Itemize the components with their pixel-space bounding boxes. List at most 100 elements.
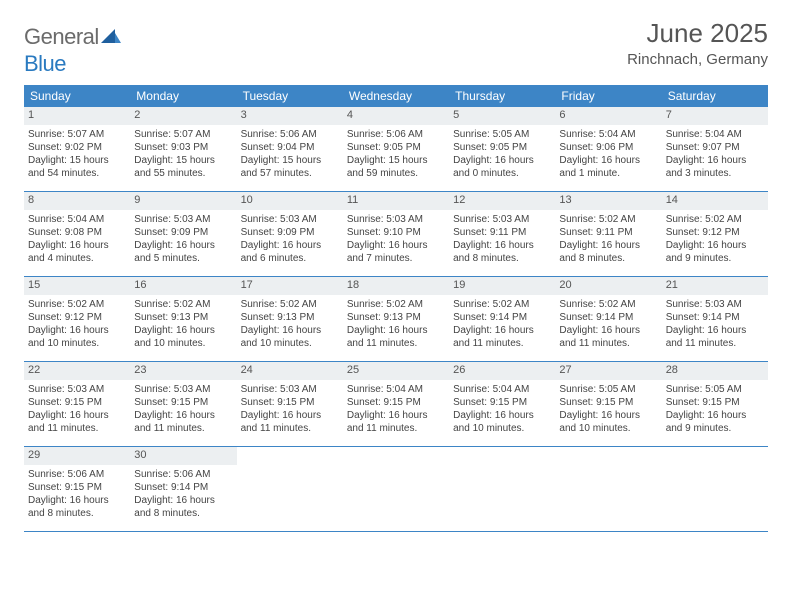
logo-text: General Blue xyxy=(24,24,121,77)
day-number-bar: 19 xyxy=(449,277,555,295)
weekday-header: Tuesday xyxy=(237,85,343,107)
day-number: 5 xyxy=(453,109,551,123)
day-number-bar: 24 xyxy=(237,362,343,380)
day-number: 2 xyxy=(134,109,232,123)
day-number-bar: 29 xyxy=(24,447,130,465)
daylight-line: Daylight: 16 hours and 10 minutes. xyxy=(28,324,126,350)
day-number-bar: 16 xyxy=(130,277,236,295)
day-number: 12 xyxy=(453,194,551,208)
sunset-line: Sunset: 9:14 PM xyxy=(559,311,657,324)
day-number-bar: 1 xyxy=(24,107,130,125)
sunrise-line: Sunrise: 5:03 AM xyxy=(134,383,232,396)
day-number: 9 xyxy=(134,194,232,208)
sunrise-line: Sunrise: 5:05 AM xyxy=(559,383,657,396)
sunset-line: Sunset: 9:02 PM xyxy=(28,141,126,154)
sunset-line: Sunset: 9:15 PM xyxy=(134,396,232,409)
day-number-bar: 30 xyxy=(130,447,236,465)
day-number-bar: 28 xyxy=(662,362,768,380)
daylight-line: Daylight: 16 hours and 10 minutes. xyxy=(453,409,551,435)
weekday-header: Saturday xyxy=(662,85,768,107)
day-cell: 17Sunrise: 5:02 AMSunset: 9:13 PMDayligh… xyxy=(237,277,343,361)
sunset-line: Sunset: 9:14 PM xyxy=(134,481,232,494)
sunrise-line: Sunrise: 5:05 AM xyxy=(453,128,551,141)
sunrise-line: Sunrise: 5:02 AM xyxy=(453,298,551,311)
day-number-bar: 10 xyxy=(237,192,343,210)
sunset-line: Sunset: 9:10 PM xyxy=(347,226,445,239)
day-number: 23 xyxy=(134,364,232,378)
day-number: 30 xyxy=(134,449,232,463)
sunrise-line: Sunrise: 5:04 AM xyxy=(28,213,126,226)
day-number: 13 xyxy=(559,194,657,208)
week-row: 8Sunrise: 5:04 AMSunset: 9:08 PMDaylight… xyxy=(24,192,768,277)
weekday-header: Thursday xyxy=(449,85,555,107)
daylight-line: Daylight: 16 hours and 1 minute. xyxy=(559,154,657,180)
day-number: 28 xyxy=(666,364,764,378)
day-number-bar: 11 xyxy=(343,192,449,210)
daylight-line: Daylight: 16 hours and 3 minutes. xyxy=(666,154,764,180)
daylight-line: Daylight: 16 hours and 5 minutes. xyxy=(134,239,232,265)
day-number: 10 xyxy=(241,194,339,208)
daylight-line: Daylight: 16 hours and 11 minutes. xyxy=(347,409,445,435)
day-number-bar: 26 xyxy=(449,362,555,380)
day-cell: 20Sunrise: 5:02 AMSunset: 9:14 PMDayligh… xyxy=(555,277,661,361)
sunrise-line: Sunrise: 5:06 AM xyxy=(241,128,339,141)
day-number-bar: 22 xyxy=(24,362,130,380)
sunrise-line: Sunrise: 5:02 AM xyxy=(666,213,764,226)
sunrise-line: Sunrise: 5:04 AM xyxy=(559,128,657,141)
sunset-line: Sunset: 9:05 PM xyxy=(347,141,445,154)
daylight-line: Daylight: 16 hours and 6 minutes. xyxy=(241,239,339,265)
day-cell: 6 Sunrise: 5:04 AMSunset: 9:06 PMDaylight… xyxy=(555,107,661,191)
sunrise-line: Sunrise: 5:07 AM xyxy=(28,128,126,141)
daylight-line: Daylight: 16 hours and 0 minutes. xyxy=(453,154,551,180)
sunrise-line: Sunrise: 5:04 AM xyxy=(347,383,445,396)
day-cell: 8Sunrise: 5:04 AMSunset: 9:08 PMDaylight… xyxy=(24,192,130,276)
day-number-bar: 23 xyxy=(130,362,236,380)
sunset-line: Sunset: 9:15 PM xyxy=(666,396,764,409)
day-number: 20 xyxy=(559,279,657,293)
sunrise-line: Sunrise: 5:02 AM xyxy=(241,298,339,311)
day-number: 26 xyxy=(453,364,551,378)
daylight-line: Daylight: 16 hours and 10 minutes. xyxy=(559,409,657,435)
daylight-line: Daylight: 16 hours and 8 minutes. xyxy=(559,239,657,265)
sunset-line: Sunset: 9:15 PM xyxy=(241,396,339,409)
day-cell: 21Sunrise: 5:03 AMSunset: 9:14 PMDayligh… xyxy=(662,277,768,361)
weeks-container: 1Sunrise: 5:07 AMSunset: 9:02 PMDaylight… xyxy=(24,107,768,532)
sunset-line: Sunset: 9:13 PM xyxy=(241,311,339,324)
day-cell: 24Sunrise: 5:03 AMSunset: 9:15 PMDayligh… xyxy=(237,362,343,446)
day-number-bar: 15 xyxy=(24,277,130,295)
day-cell: 23Sunrise: 5:03 AMSunset: 9:15 PMDayligh… xyxy=(130,362,236,446)
day-number: 24 xyxy=(241,364,339,378)
sunset-line: Sunset: 9:08 PM xyxy=(28,226,126,239)
day-number-bar: 2 xyxy=(130,107,236,125)
day-number-bar: 4 xyxy=(343,107,449,125)
day-cell: 5Sunrise: 5:05 AMSunset: 9:05 PMDaylight… xyxy=(449,107,555,191)
day-cell: 4Sunrise: 5:06 AMSunset: 9:05 PMDaylight… xyxy=(343,107,449,191)
daylight-line: Daylight: 16 hours and 8 minutes. xyxy=(453,239,551,265)
daylight-line: Daylight: 15 hours and 54 minutes. xyxy=(28,154,126,180)
calendar-page: General Blue June 2025 Rinchnach, German… xyxy=(0,0,792,550)
page-title: June 2025 xyxy=(627,18,768,49)
day-number: 15 xyxy=(28,279,126,293)
day-cell xyxy=(449,447,555,531)
day-number: 22 xyxy=(28,364,126,378)
week-row: 1Sunrise: 5:07 AMSunset: 9:02 PMDaylight… xyxy=(24,107,768,192)
day-number: 14 xyxy=(666,194,764,208)
week-row: 22Sunrise: 5:03 AMSunset: 9:15 PMDayligh… xyxy=(24,362,768,447)
day-cell: 9Sunrise: 5:03 AMSunset: 9:09 PMDaylight… xyxy=(130,192,236,276)
day-cell: 26 Sunrise: 5:04 AMSunset: 9:15 PMDayligh… xyxy=(449,362,555,446)
day-number: 6 xyxy=(559,109,657,123)
sunrise-line: Sunrise: 5:04 AM xyxy=(666,128,764,141)
week-row: 15Sunrise: 5:02 AMSunset: 9:12 PMDayligh… xyxy=(24,277,768,362)
sunset-line: Sunset: 9:07 PM xyxy=(666,141,764,154)
day-cell: 1 Sunrise: 5:07 AMSunset: 9:02 PMDaylight… xyxy=(24,107,130,191)
day-number-bar: 14 xyxy=(662,192,768,210)
sunrise-line: Sunrise: 5:04 AM xyxy=(453,383,551,396)
day-cell: 28Sunrise: 5:05 AMSunset: 9:15 PMDayligh… xyxy=(662,362,768,446)
sunset-line: Sunset: 9:06 PM xyxy=(559,141,657,154)
day-number: 1 xyxy=(28,109,126,123)
sunrise-line: Sunrise: 5:03 AM xyxy=(347,213,445,226)
daylight-line: Daylight: 16 hours and 11 minutes. xyxy=(347,324,445,350)
sunset-line: Sunset: 9:15 PM xyxy=(453,396,551,409)
day-cell xyxy=(343,447,449,531)
daylight-line: Daylight: 16 hours and 11 minutes. xyxy=(28,409,126,435)
